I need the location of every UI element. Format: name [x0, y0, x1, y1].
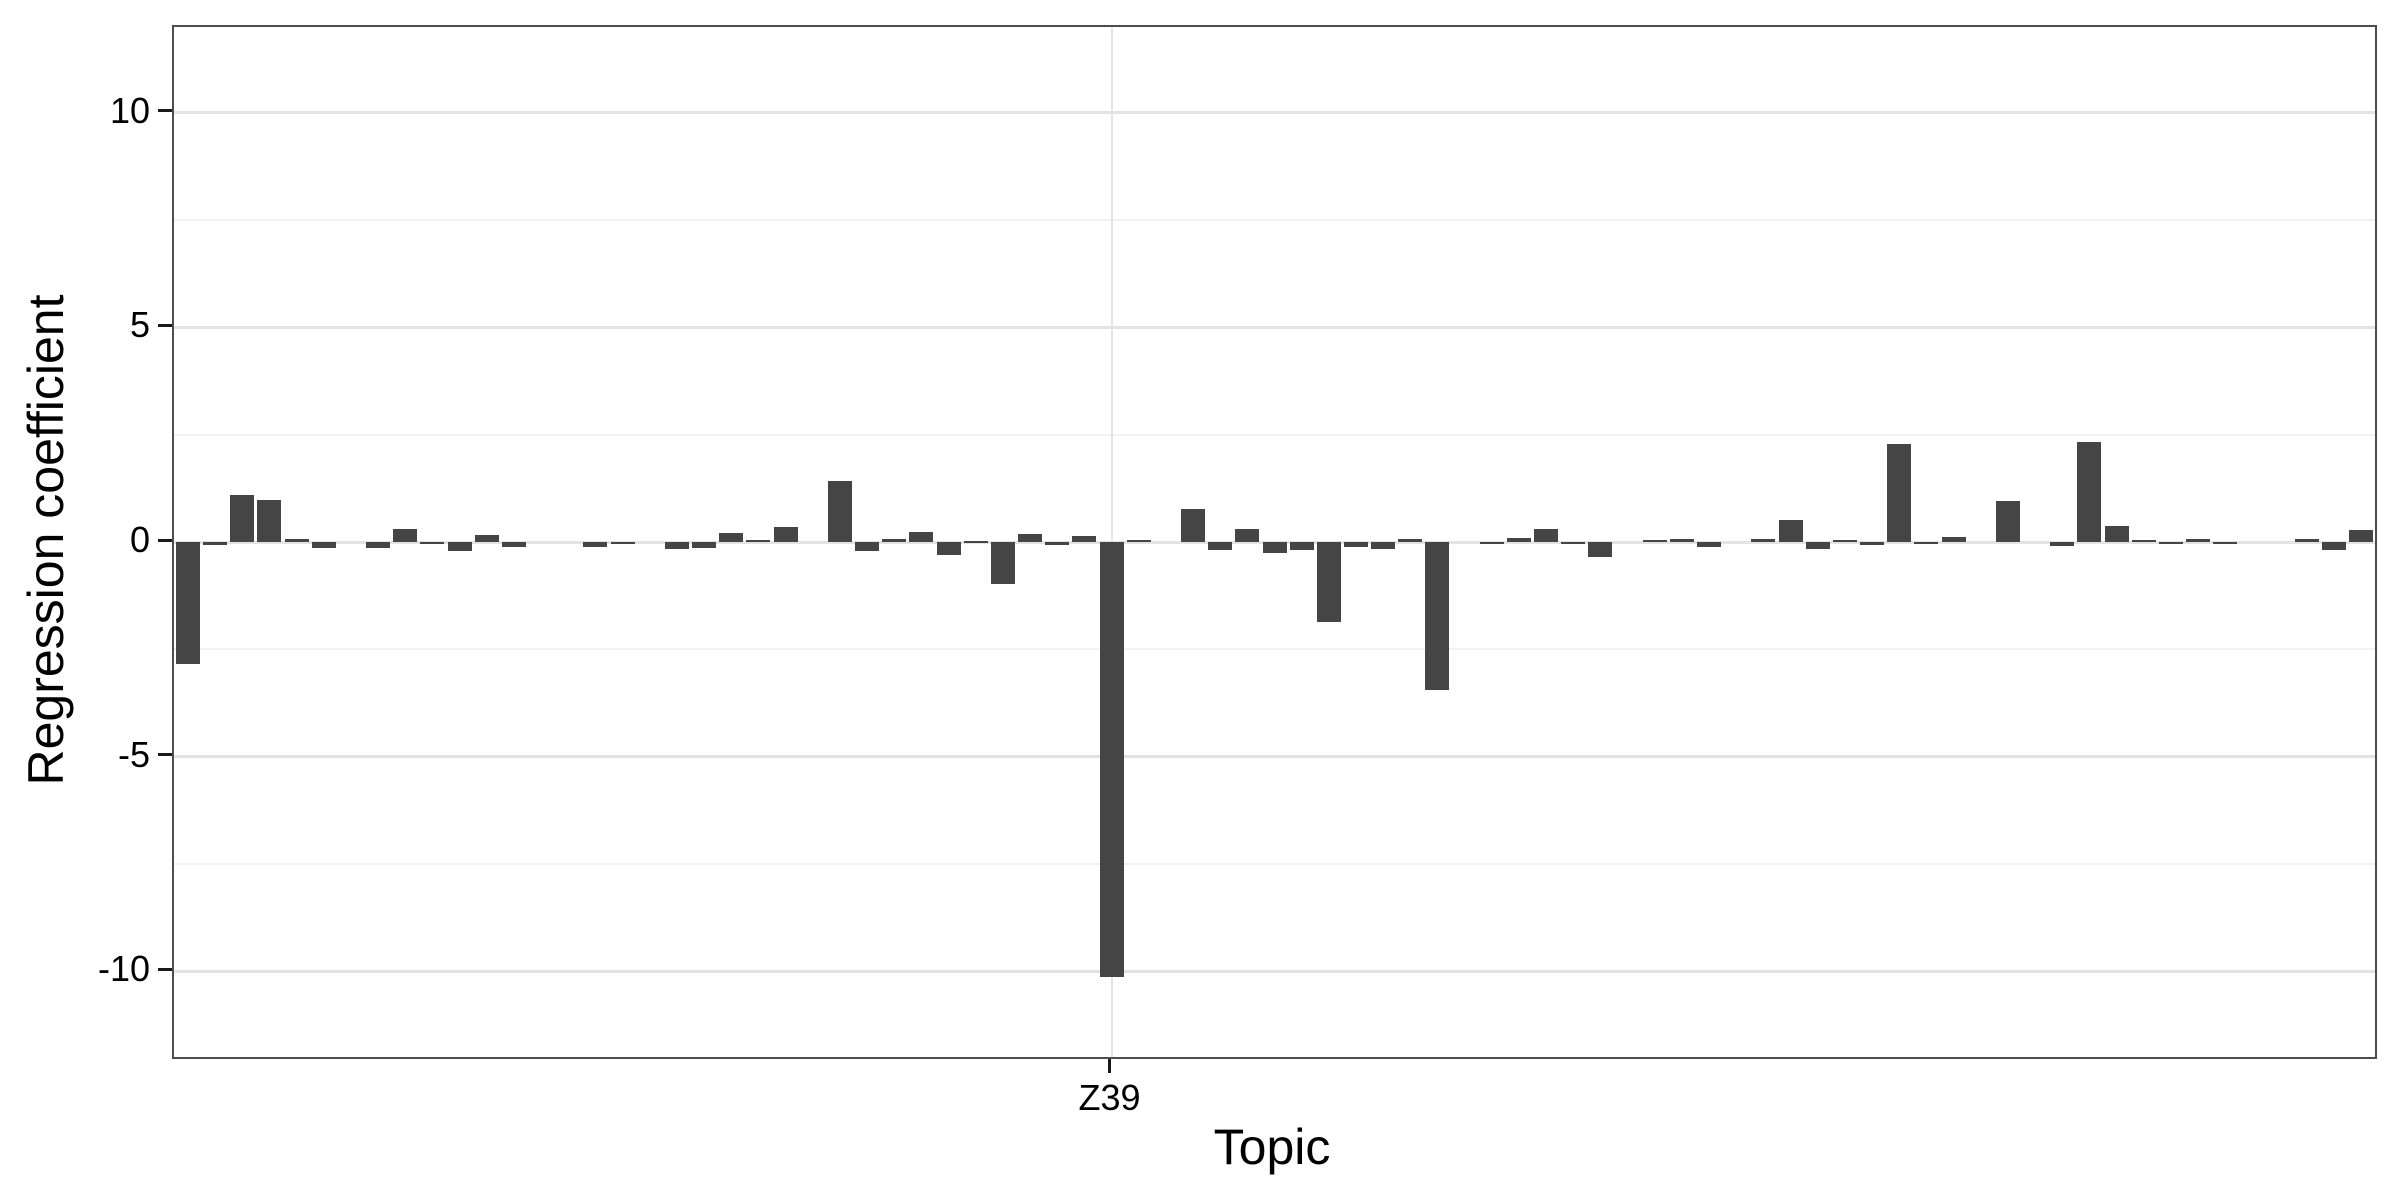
y-axis-tick: [158, 109, 172, 113]
bar: [1832, 540, 1857, 543]
bar: [2294, 538, 2319, 542]
bar: [990, 542, 1015, 585]
bar: [1914, 542, 1939, 545]
bar: [176, 542, 200, 665]
bar: [1235, 529, 1260, 542]
bar: [2213, 542, 2238, 545]
bar: [203, 542, 228, 545]
bar: [1181, 508, 1205, 542]
bar: [610, 542, 635, 545]
x-axis-title: Topic: [1213, 1119, 1331, 1175]
bar: [1669, 539, 1694, 542]
bar: [366, 542, 391, 549]
bar: [1316, 542, 1341, 623]
bar: [1398, 539, 1423, 542]
bar: [1506, 538, 1531, 542]
bar: [1642, 539, 1667, 542]
bar: [1072, 535, 1097, 542]
bar: [474, 535, 499, 542]
y-axis-tick-label: 5: [129, 304, 150, 346]
gridline-major: [174, 111, 2375, 115]
bar: [257, 499, 282, 542]
gridline-major: [174, 755, 2375, 759]
gridline-minor: [174, 862, 2375, 865]
bar: [393, 529, 418, 542]
bar: [2131, 539, 2156, 542]
gridline-major: [174, 325, 2375, 329]
bar: [1289, 542, 1314, 551]
bar: [719, 533, 744, 542]
y-axis-tick: [158, 967, 172, 971]
bar: [1860, 542, 1885, 546]
bar: [882, 539, 907, 542]
bar: [2050, 542, 2075, 546]
gridline-major: [174, 969, 2375, 973]
bar: [284, 538, 309, 542]
bar: [2186, 539, 2211, 542]
bar: [827, 481, 852, 542]
y-axis-tick-label: -5: [117, 733, 150, 775]
bar: [773, 526, 798, 542]
bar: [1208, 542, 1233, 551]
bar: [1099, 542, 1124, 977]
bar: [447, 542, 472, 552]
bar: [2158, 542, 2183, 545]
bar: [1561, 542, 1586, 544]
gridline-minor: [174, 219, 2375, 222]
bar: [1697, 542, 1722, 547]
bar: [963, 540, 988, 543]
bar: [909, 531, 934, 542]
bar: [2321, 542, 2346, 551]
gridline-minor: [174, 648, 2375, 651]
bar: [692, 542, 717, 548]
bar: [1343, 542, 1368, 548]
bar: [420, 542, 445, 545]
bar: [1479, 542, 1504, 545]
x-axis-tick: [1108, 1059, 1112, 1073]
bar: [583, 542, 608, 547]
bar: [1805, 542, 1830, 549]
y-axis-tick-label: -10: [97, 948, 150, 990]
bar: [501, 542, 526, 548]
bar: [1045, 542, 1070, 545]
bar: [1425, 542, 1450, 691]
y-axis-tick: [158, 323, 172, 327]
bar: [2104, 526, 2129, 542]
bar: [664, 542, 689, 550]
bar: [936, 542, 961, 556]
bar: [746, 539, 771, 542]
y-axis-tick: [158, 538, 172, 542]
bar: [1534, 528, 1559, 542]
bar: [1778, 520, 1803, 542]
bar: [2077, 442, 2102, 542]
bar: [1371, 542, 1396, 550]
gridline-minor: [174, 433, 2375, 436]
plot-panel: [172, 25, 2377, 1059]
bar: [1941, 537, 1966, 542]
bar: [1018, 533, 1043, 542]
y-axis-tick-label: 0: [129, 519, 150, 560]
bar: [230, 494, 255, 542]
bar: [1751, 538, 1776, 542]
bar: [1262, 542, 1287, 553]
bar: [2349, 529, 2373, 542]
y-axis-tick: [158, 753, 172, 757]
bar: [855, 542, 880, 551]
bar: [311, 542, 336, 548]
x-axis-tick-label: Z39: [1078, 1077, 1141, 1118]
bar: [1588, 542, 1613, 558]
bar: [1887, 444, 1912, 542]
bar: [1995, 500, 2020, 542]
bar: [1126, 539, 1151, 542]
y-axis-tick-label: 10: [109, 89, 150, 131]
